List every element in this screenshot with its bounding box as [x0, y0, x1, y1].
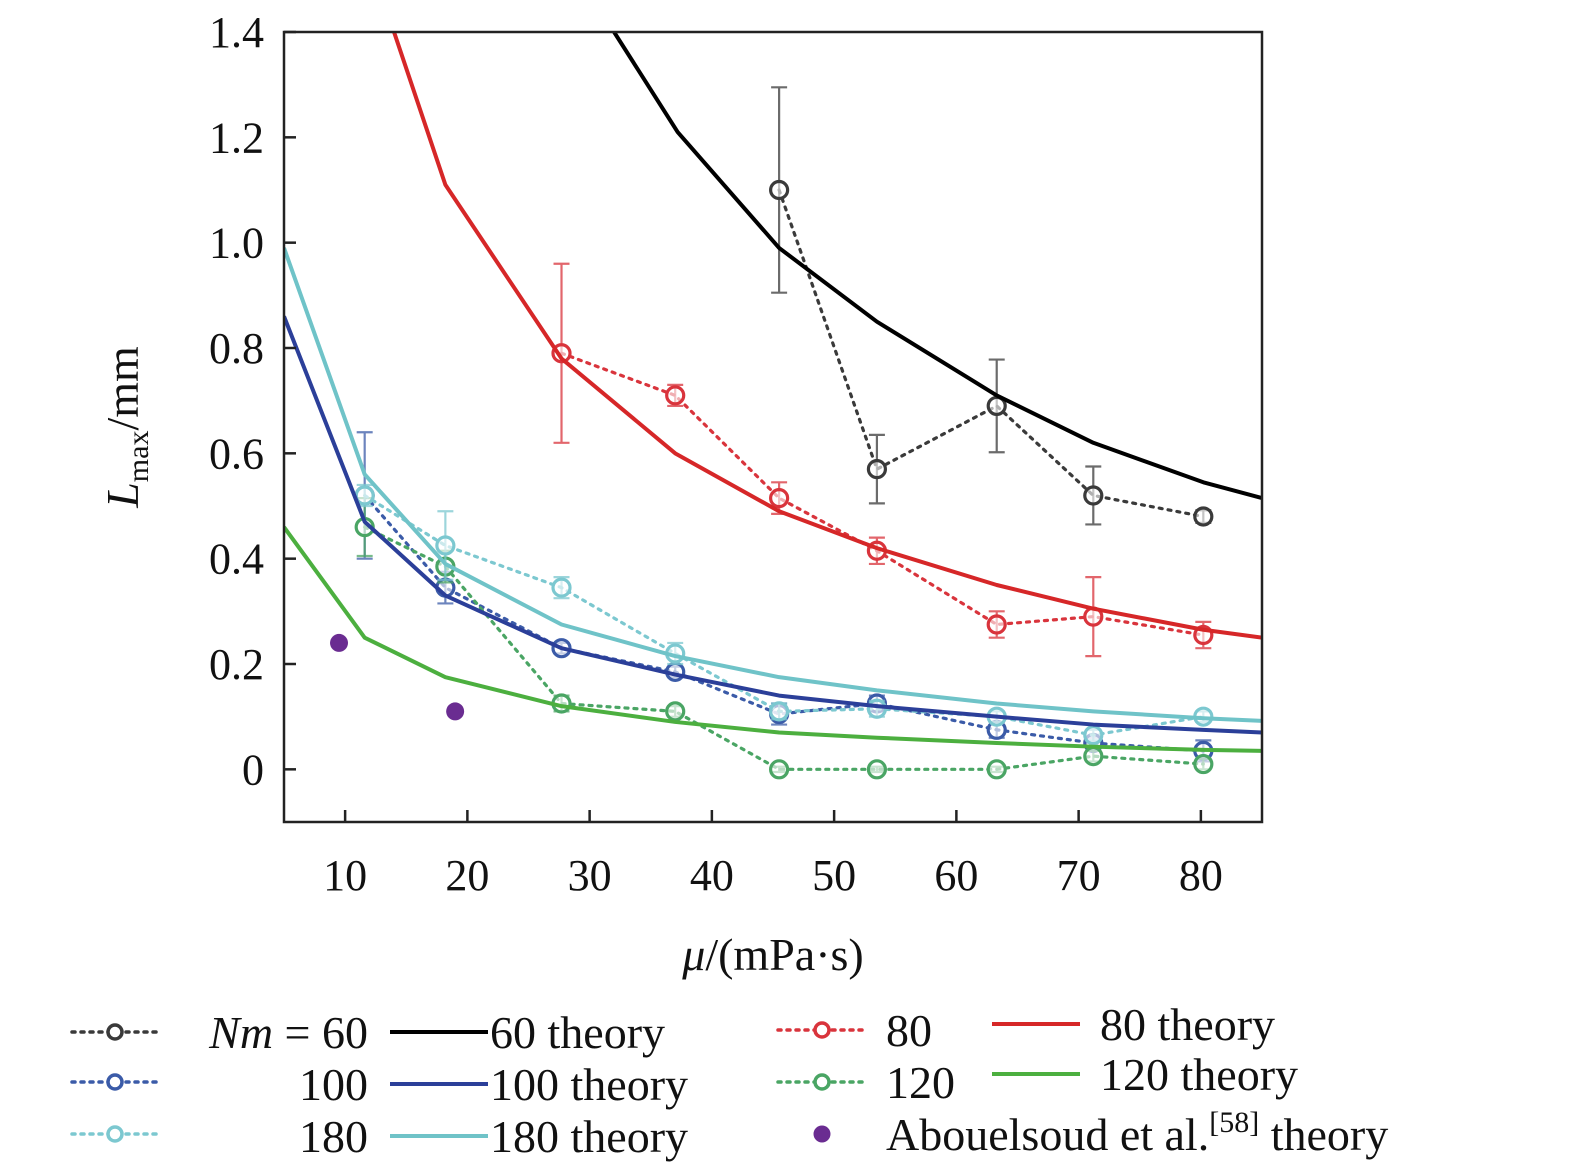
- x-tick-label: 60: [934, 851, 978, 900]
- data-point: [769, 759, 790, 780]
- y-tick-label: 0.8: [209, 324, 264, 373]
- legend-label-120: 120: [886, 1057, 955, 1108]
- series-line: [363, 493, 1205, 753]
- series-line-80-theory: [392, 32, 1262, 640]
- data-point: [1083, 724, 1104, 746]
- legend-label-80: 80: [886, 1005, 932, 1056]
- x-axis-title: μ/(mPa·s): [681, 929, 864, 980]
- legend-entry-nm60: Nm = 60: [70, 1007, 368, 1058]
- legend-label-120-theory: 120 theory: [1100, 1049, 1298, 1100]
- y-tick-label: 1.4: [209, 8, 264, 57]
- series-abouelsoud-et-al-theory: [330, 633, 465, 721]
- data-point: [665, 701, 686, 722]
- x-tick-label: 50: [812, 851, 856, 900]
- series-nm-60: [769, 86, 1214, 527]
- legend-entry-180-theory: 180 theory: [390, 1111, 688, 1162]
- legend-entry-120: 120: [776, 1057, 955, 1108]
- legend-entry-80: 80: [776, 1005, 932, 1056]
- y-tick-label: 1.2: [209, 113, 264, 162]
- y-tick-label: 0.4: [209, 535, 264, 584]
- y-tick-label: 0: [242, 745, 264, 794]
- y-axis-title: Lmax/mm: [97, 346, 155, 509]
- x-tick-label: 40: [690, 851, 734, 900]
- legend-entry-80-theory: 80 theory: [992, 999, 1275, 1050]
- data-point: [866, 459, 888, 480]
- legend-label-100-theory: 100 theory: [490, 1059, 688, 1110]
- data-point: [1083, 746, 1104, 767]
- series-line-120-theory: [284, 525, 1262, 753]
- data-point: [551, 577, 572, 598]
- x-axis: 10 20 30 40 50 60 70 80: [323, 810, 1223, 900]
- data-point: [866, 759, 888, 780]
- data-point: [769, 179, 790, 201]
- legend-entry-abouelsoud: Abouelsoud et al.[58] theory: [813, 1106, 1388, 1160]
- series-line-100-theory: [284, 315, 1262, 735]
- data-point: [665, 385, 686, 406]
- data-point: [446, 702, 465, 721]
- legend-entry-60-theory: 60 theory: [390, 1007, 665, 1058]
- series-line: [559, 351, 1205, 637]
- legend: Nm = 60 60 theory 80 80 theory 100 100 t…: [70, 999, 1388, 1162]
- plot-frame: [282, 30, 1264, 824]
- series-line: [777, 188, 1205, 519]
- legend-label-80-theory: 80 theory: [1100, 999, 1275, 1050]
- x-tick-label: 70: [1057, 851, 1101, 900]
- x-tick-label: 20: [445, 851, 489, 900]
- y-tick-label: 1.0: [209, 219, 264, 268]
- x-tick-label: 10: [323, 851, 367, 900]
- data-point: [986, 759, 1007, 780]
- series-line: [363, 525, 1205, 771]
- legend-entry-nm180: 180: [70, 1111, 368, 1162]
- data-point: [769, 701, 790, 722]
- data-point: [769, 488, 790, 509]
- data-point: [1193, 753, 1214, 775]
- legend-label-nm180: 180: [299, 1111, 368, 1162]
- data-point: [435, 535, 456, 556]
- legend-label-abouelsoud: Abouelsoud et al.[58] theory: [886, 1106, 1388, 1160]
- data-point: [1083, 485, 1104, 506]
- data-point: [330, 633, 349, 652]
- x-tick-label: 80: [1179, 851, 1223, 900]
- plot-area: [284, 32, 1262, 780]
- series-line-60-theory: [612, 32, 1262, 501]
- legend-label-180-theory: 180 theory: [490, 1111, 688, 1162]
- x-tick-label: 30: [568, 851, 612, 900]
- data-point: [866, 698, 888, 719]
- data-point: [1193, 506, 1214, 527]
- y-axis: 0 0.2 0.4 0.6 0.8 1.0 1.2 1.4: [209, 8, 296, 794]
- legend-label-60-theory: 60 theory: [490, 1007, 665, 1058]
- legend-entry-100-theory: 100 theory: [390, 1059, 688, 1110]
- data-point: [986, 614, 1007, 635]
- y-tick-label: 0.2: [209, 640, 264, 689]
- series-80: [551, 262, 1214, 658]
- legend-entry-nm100: 100: [70, 1059, 368, 1110]
- legend-label-nm60: Nm = 60: [208, 1007, 368, 1058]
- legend-label-nm100: 100: [299, 1059, 368, 1110]
- y-tick-label: 0.6: [209, 429, 264, 478]
- legend-entry-120-theory: 120 theory: [992, 1049, 1298, 1100]
- series-line-180-theory: [284, 247, 1262, 723]
